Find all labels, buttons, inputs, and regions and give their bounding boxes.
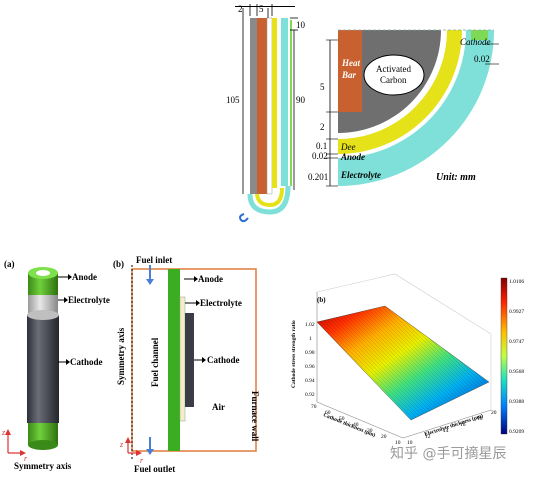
x-tick: 70	[311, 404, 317, 410]
quarter-ring-detail	[326, 29, 499, 187]
fig-a-symmetry-axis-label: Symmetry axis	[14, 461, 72, 471]
fig-a-axis-r: r	[24, 454, 28, 463]
anode-strip	[272, 18, 277, 188]
x-tick: 10	[395, 440, 401, 446]
heat-bar-strip	[257, 18, 267, 194]
dim-inner-height: 90	[296, 95, 306, 105]
label-unit: Unit: mm	[436, 172, 476, 183]
z-tick: 0.96	[305, 364, 315, 370]
fig-b-axisymmetric-model: (b) Fuel inlet Fuel outlet Anode Electro…	[113, 255, 260, 474]
colorbar-tick: 0.9388	[509, 399, 524, 405]
rotation-arrow-icon	[239, 213, 249, 223]
fig-b-fuel-outlet: Fuel outlet	[134, 464, 175, 474]
y-tick: 16	[460, 422, 466, 428]
fig-b-axis-r: r	[140, 456, 144, 465]
fig-b-symmetry-axis: Symmetry axis	[116, 327, 126, 385]
fig-c-tag: (b)	[317, 296, 326, 304]
fig-c-surface-plot: (b) Cathode stress strength ratio Cathod…	[291, 273, 524, 446]
z-tick: 0.98	[305, 350, 315, 356]
dim-top: 10	[296, 20, 306, 30]
fig-a-tube-3d: (a) Anode Electrolyte Cathode Symmetry a…	[1, 259, 110, 471]
x-tick: 30	[367, 428, 373, 434]
heat-bar-block	[338, 30, 362, 112]
cathode-block	[471, 30, 488, 40]
y-tick: 18	[477, 416, 483, 422]
colorbar-tick: 0.9747	[509, 339, 524, 345]
fig-b-fuel-channel: Fuel channel	[150, 337, 160, 387]
dim-cathode-thickness: 0.02	[474, 54, 490, 64]
colorbar-tick: 0.9927	[509, 309, 524, 315]
watermark: 知乎 @手可摘星辰	[390, 446, 507, 462]
fig-b-axis-z: z	[119, 440, 124, 449]
dim-w1: 2	[238, 4, 243, 14]
x-tick: 20	[381, 434, 387, 440]
dim-anode-thickness: 0.02	[312, 151, 328, 161]
y-tick: 10	[407, 440, 413, 446]
fig-b-electrolyte-label: Electrolyte	[200, 298, 242, 308]
fig-c-y-label: Electrolyte thickness (μm)	[423, 412, 484, 438]
fig-a-axis-z: z	[1, 428, 6, 437]
label-electrolyte: Electrolyte	[340, 170, 381, 180]
fig-c-z-label: Cathode stress strength ratio	[291, 320, 297, 388]
top-geometry-figure: 2 5 10 105 90 Cathode Heat Bar Activated C…	[226, 4, 499, 223]
dim-gap: 2	[320, 122, 325, 132]
fig-a-anode-label: Anode	[72, 272, 97, 282]
label-cathode: Cathode	[460, 37, 491, 47]
colorbar	[500, 277, 508, 435]
x-tick: 50	[339, 416, 345, 422]
z-tick: 0.92	[305, 392, 315, 398]
y-tick: 20	[491, 410, 497, 416]
fig-b-air-label: Air	[212, 402, 225, 412]
label-anode: Anode	[340, 152, 365, 162]
current-collector-rod	[250, 18, 257, 194]
y-tick: 14	[443, 428, 449, 434]
activated-carbon-bubble	[363, 54, 425, 96]
colorbar-tick: 0.9568	[509, 369, 524, 375]
fig-b-tag: (b)	[113, 259, 124, 269]
dim-dee-thickness: 0.1	[316, 141, 327, 151]
z-tick: 1.02	[305, 322, 315, 328]
dim-outer-height: 105	[226, 95, 240, 105]
fig-a-cathode-label: Cathode	[70, 357, 103, 367]
y-tick: 12	[425, 434, 431, 440]
colorbar-tick: 1.0106	[509, 279, 524, 285]
fig-a-electrolyte-label: Electrolyte	[68, 295, 110, 305]
label-heat-bar: Heat Bar	[341, 58, 360, 80]
dim-heat-bar-height: 5	[320, 82, 325, 92]
x-tick: 60	[325, 410, 331, 416]
fig-b-fuel-inlet: Fuel inlet	[136, 255, 172, 265]
z-tick: 1	[309, 336, 312, 342]
colorbar-tick: 0.9209	[509, 429, 524, 435]
fig-b-furnace-wall: Furnace wall	[250, 391, 260, 442]
fig-b-anode-label: Anode	[198, 274, 223, 284]
label-activated-carbon: Activated Carbon	[376, 64, 411, 85]
dim-w2: 5	[259, 4, 264, 14]
tube-cross-section	[235, 4, 298, 223]
fig-b-cathode-label: Cathode	[207, 355, 240, 365]
z-tick: 0.94	[305, 378, 315, 384]
dim-electrolyte-thickness: 0.201	[308, 172, 328, 182]
fig-a-tag: (a)	[4, 259, 15, 269]
label-dee: Dee	[340, 142, 356, 152]
x-tick: 40	[353, 422, 359, 428]
electrolyte-strip	[281, 18, 288, 186]
